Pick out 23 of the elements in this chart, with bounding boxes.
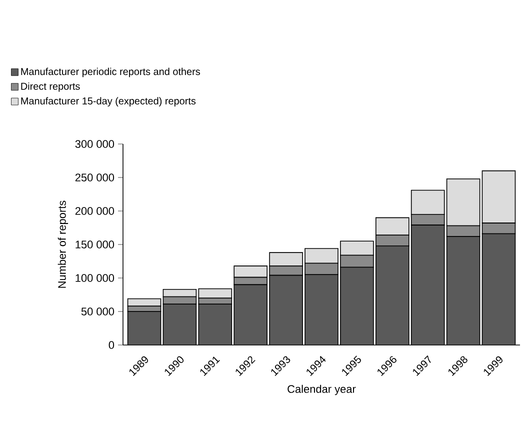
bar	[270, 275, 303, 345]
bar	[411, 225, 444, 345]
y-axis-title: Number of reports	[58, 200, 68, 288]
y-tick-label: 300 000	[75, 140, 114, 148]
legend-label: Direct reports	[21, 82, 80, 92]
bar	[446, 236, 480, 345]
bar	[198, 304, 232, 345]
y-tick-label: 100 000	[76, 274, 114, 282]
bar	[234, 284, 268, 345]
bar	[482, 233, 516, 345]
x-axis-title: Calendar year	[288, 384, 356, 396]
bar	[128, 312, 161, 345]
legend-label: Manufacturer periodic reports and others	[21, 68, 200, 78]
bar	[305, 274, 338, 345]
bar	[376, 246, 409, 345]
y-tick-label: 250 000	[75, 174, 114, 182]
legend-label: Manufacturer 15-day (expected) reports	[21, 97, 196, 106]
y-tick-label: 50 000	[81, 308, 114, 316]
y-tick-label: 200 000	[75, 207, 114, 215]
bar	[340, 267, 374, 345]
bar	[163, 304, 196, 345]
y-tick-label: 150 000	[76, 240, 114, 248]
y-tick-label: 0	[108, 341, 114, 349]
